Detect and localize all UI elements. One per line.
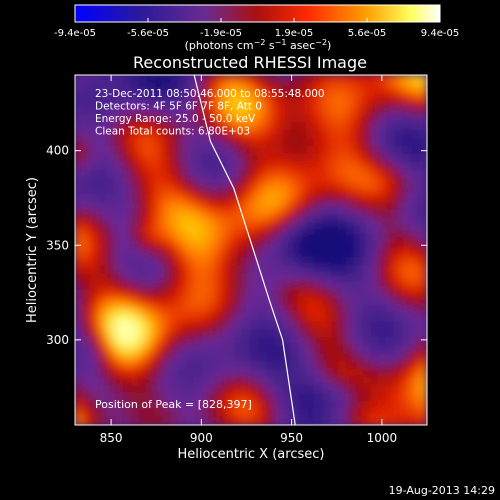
y-tick-label: 350 [46,238,69,252]
colorbar [74,4,441,23]
x-tick-label: 950 [280,431,303,445]
chart-title: Reconstructed RHESSI Image [133,53,367,72]
peak-position-label: Position of Peak = [828,397] [95,398,252,411]
annotation-line: Clean Total counts: 6.80E+03 [95,126,250,138]
y-axis-label: Heliocentric Y (arcsec) [25,177,40,323]
colorbar-tick-label: 9.4e-05 [421,28,459,39]
annotation-line: Detectors: 4F 5F 6F 7F 8F, Att 0 [95,101,262,113]
x-tick-label: 850 [100,431,123,445]
colorbar-tick-label: -9.4e-05 [54,28,96,39]
y-tick-label: 400 [46,144,69,158]
colorbar-tick-label: -5.6e-05 [127,28,169,39]
colorbar-ticks: -9.4e-05 -5.6e-05 -1.9e-05 1.9e-05 5.6e-05 9.… [54,18,459,39]
colorbar-tick-label: -1.9e-05 [200,28,242,39]
solar-limb-curve [193,75,296,425]
x-tick-label: 900 [190,431,213,445]
colorbar-tick-label: 1.9e-05 [275,28,313,39]
annotation-line: Energy Range: 25.0 - 50.0 keV [95,113,256,125]
plot-frame [74,74,428,426]
colorbar-tick-label: 5.6e-05 [348,28,386,39]
observation-annotations: 23-Dec-2011 08:50:46.000 to 08:55:48.000… [95,88,325,138]
annotation-line: 23-Dec-2011 08:50:46.000 to 08:55:48.000 [95,88,325,100]
heatmap-image [75,75,427,425]
colorbar-units: (photons cm−2 s−1 asec−2) [185,38,332,53]
axes: 850 900 950 1000 400 350 300 [46,75,427,445]
footer-timestamp: 19-Aug-2013 14:29 [389,484,495,497]
x-tick-label: 1000 [367,431,398,445]
x-axis-label: Heliocentric X (arcsec) [178,447,325,462]
y-tick-label: 300 [46,333,69,347]
